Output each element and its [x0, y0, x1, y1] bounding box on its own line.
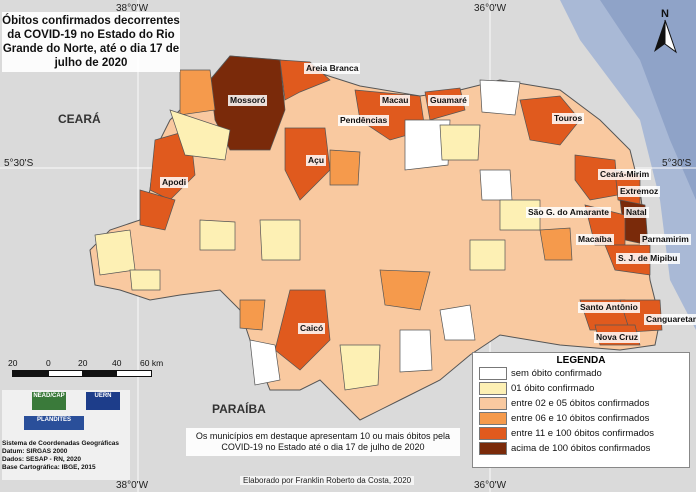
legend: LEGENDA sem óbito confirmado 01 óbito co… — [472, 352, 690, 468]
state-label-paraiba: PARAÍBA — [212, 402, 266, 416]
city-label-mossoro: Mossoró — [228, 95, 268, 106]
logo-plandites: PLANDITES — [24, 416, 84, 430]
city-label-macau: Macau — [380, 95, 411, 106]
city-label-macaiba: Macaíba — [576, 234, 614, 245]
scale-tick: 20 — [78, 358, 88, 368]
legend-swatch — [479, 397, 507, 410]
credit-line: Datum: SIRGAS 2000 — [2, 448, 68, 455]
city-label-natal: Natal — [624, 207, 649, 218]
legend-item: entre 02 e 05 óbitos confirmados — [479, 396, 689, 411]
city-label-areia-branca: Areia Branca — [304, 63, 361, 74]
ocean-deep — [600, 0, 696, 200]
legend-label: sem óbito confirmado — [511, 368, 602, 379]
credit-line: Sistema de Coordenadas Geográficas — [2, 440, 120, 447]
city-label-touros: Touros — [552, 113, 585, 124]
legend-item: acima de 100 óbitos confirmados — [479, 441, 689, 456]
north-arrow-icon: N — [650, 6, 680, 56]
legend-swatch — [479, 382, 507, 395]
city-label-extremoz: Extremoz — [618, 186, 661, 197]
scale-tick: 40 — [112, 358, 122, 368]
legend-label: entre 11 e 100 óbitos confirmados — [511, 428, 654, 439]
city-label-pendencias: Pendências — [338, 115, 390, 126]
north-label: N — [661, 8, 669, 20]
logos-panel: NEAD/CAP UERN PLANDITES — [2, 390, 130, 480]
legend-swatch — [479, 442, 507, 455]
city-label-canguaretama: Canguaretama — [644, 314, 696, 325]
scale-tick: 60 km — [140, 358, 164, 368]
coord-bottom-left: 38°0'W — [116, 480, 149, 491]
legend-item: entre 06 e 10 óbitos confirmados — [479, 411, 689, 426]
coord-left-lat: 5°30'S — [4, 158, 34, 169]
legend-item: 01 óbito confirmado — [479, 381, 689, 396]
legend-title: LEGENDA — [556, 355, 606, 366]
credit-line: Base Cartográfica: IBGE, 2015 — [2, 464, 96, 471]
city-label-nova-cruz: Nova Cruz — [594, 332, 641, 343]
coord-bottom-right: 36°0'W — [474, 480, 507, 491]
legend-item: entre 11 e 100 óbitos confirmados — [479, 426, 689, 441]
logo-nead: NEAD/CAP — [32, 392, 66, 410]
city-label-parnamirim: Parnamirim — [640, 234, 691, 245]
scale-tick: 0 — [46, 358, 51, 368]
city-label-santo-antonio: Santo Antônio — [578, 302, 640, 313]
credit-line: Dados: SESAP - RN, 2020 — [2, 456, 81, 463]
coord-right-lat: 5°30'S — [662, 158, 692, 169]
map-title: Óbitos confirmados decorrentes da COVID-… — [2, 12, 180, 72]
legend-label: acima de 100 óbitos confirmados — [511, 443, 651, 454]
legend-swatch — [479, 412, 507, 425]
city-label-acu: Açu — [306, 155, 327, 166]
scale-tick: 20 — [8, 358, 18, 368]
city-label-ceara-mirim: Ceará-Mirim — [598, 169, 652, 180]
city-label-guamare: Guamaré — [428, 95, 469, 106]
legend-item: sem óbito confirmado — [479, 366, 689, 381]
legend-label: entre 02 e 05 óbitos confirmados — [511, 398, 650, 409]
city-label-caico: Caicó — [298, 323, 326, 334]
highlight-note: Os municípios em destaque apresentam 10 … — [186, 428, 460, 456]
state-label-ceara: CEARÁ — [58, 112, 101, 126]
city-label-sjmipibu: S. J. de Mipibu — [616, 253, 680, 264]
author-credit: Elaborado por Franklin Roberto da Costa,… — [240, 476, 415, 485]
credits: Sistema de Coordenadas Geográficas Datum… — [2, 440, 132, 472]
legend-swatch — [479, 427, 507, 440]
coord-top-left: 38°0'W — [116, 3, 149, 14]
city-label-sao-goncalo: São G. do Amarante — [526, 207, 611, 218]
legend-swatch — [479, 367, 507, 380]
legend-label: 01 óbito confirmado — [511, 383, 595, 394]
scale-bar: 20 0 20 40 60 km — [8, 358, 168, 388]
coord-top-right: 36°0'W — [474, 3, 507, 14]
city-label-apodi: Apodi — [160, 177, 189, 188]
logo-uern: UERN — [86, 392, 120, 410]
legend-label: entre 06 e 10 óbitos confirmados — [511, 413, 650, 424]
